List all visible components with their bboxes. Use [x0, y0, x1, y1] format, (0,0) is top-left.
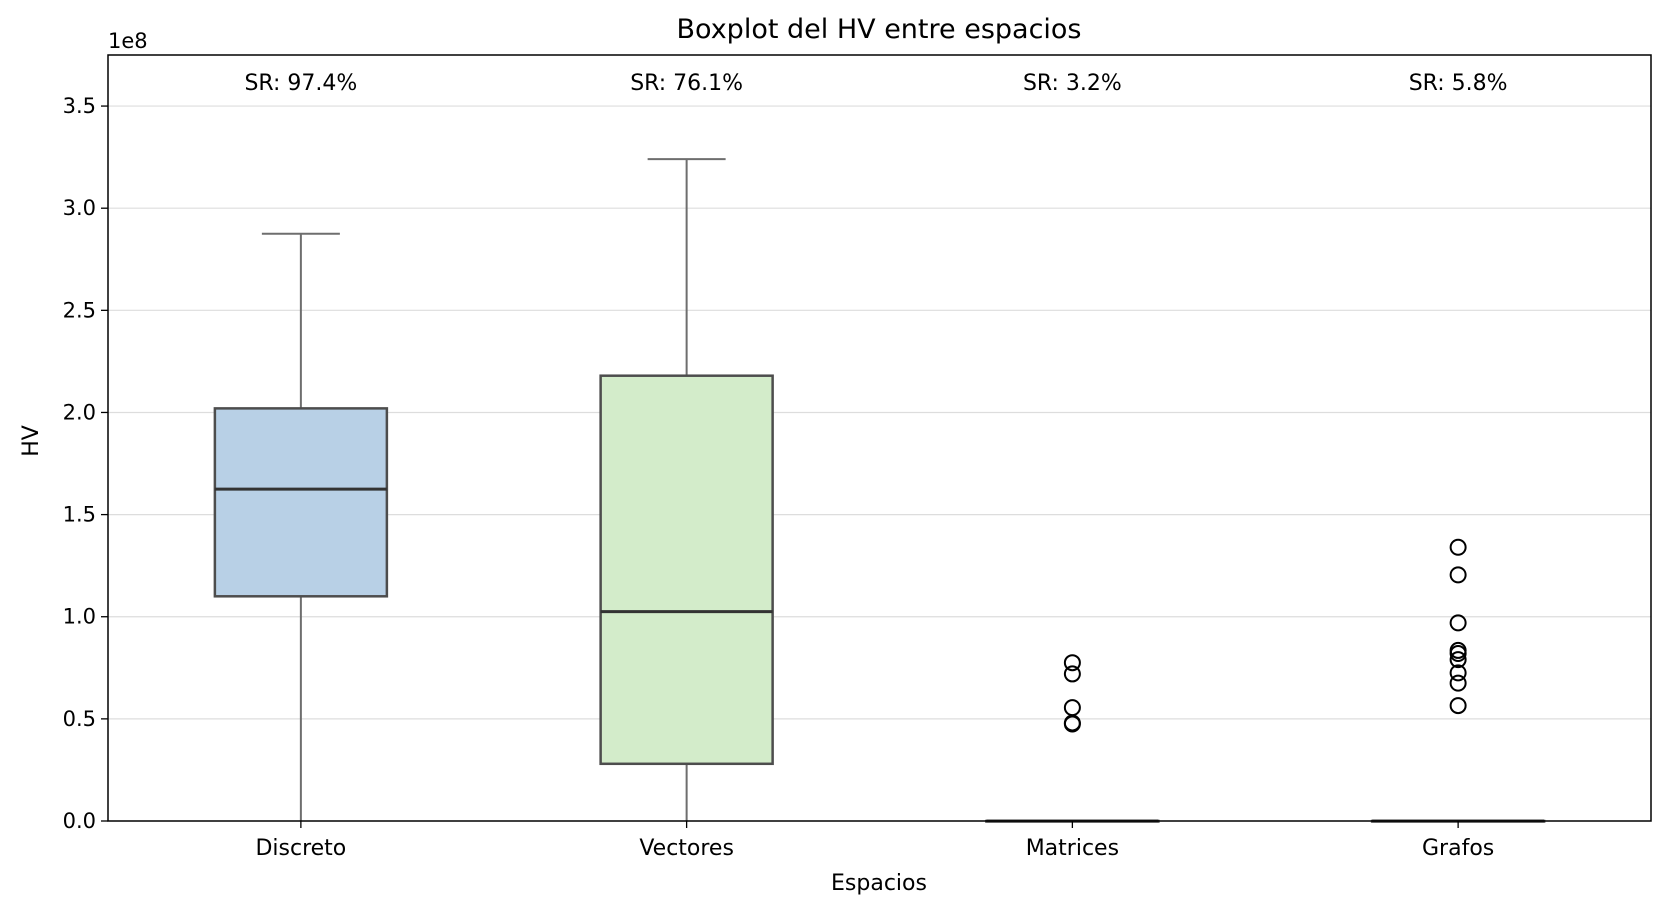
x-tick-label: Grafos: [1422, 836, 1494, 861]
outlier-point: [1449, 697, 1467, 715]
box-iqr: [599, 374, 774, 766]
outlier-point: [1063, 654, 1081, 672]
sr-annotation: SR: 76.1%: [630, 71, 743, 96]
y-tick-label: 2.5: [63, 298, 96, 322]
outlier-point: [1063, 715, 1081, 733]
x-tick-label: Discreto: [255, 836, 346, 861]
y-tick-label: 0.0: [63, 809, 96, 833]
outlier-point: [1449, 645, 1467, 663]
box-iqr: [213, 407, 389, 598]
outlier-point: [1449, 651, 1467, 669]
outlier-point: [1449, 614, 1467, 632]
x-axis-label: Espacios: [831, 871, 927, 896]
axes-layer: 0.0 0.5 1.0 1.5 2.0 2.5 3.0 3.5 Discreto SR: 97.4…: [63, 71, 1508, 861]
boxes-layer: [213, 158, 1546, 823]
box-group: [599, 158, 774, 821]
y-tick-label: 2.0: [63, 400, 96, 424]
sr-annotation: SR: 3.2%: [1023, 71, 1122, 96]
y-tick-label: 0.5: [63, 707, 96, 731]
chart-title: Boxplot del HV entre espacios: [676, 14, 1081, 45]
box-group: [1370, 538, 1546, 823]
y-tick-label: 3.5: [63, 94, 96, 118]
box-group: [213, 232, 389, 821]
y-tick-label: 1.0: [63, 605, 96, 629]
sr-annotation: SR: 97.4%: [244, 71, 357, 96]
outlier-point: [1063, 665, 1081, 683]
outlier-point: [1449, 664, 1467, 682]
y-tick-label: 1.5: [63, 503, 96, 527]
sr-annotation: SR: 5.8%: [1409, 71, 1508, 96]
outlier-point: [1449, 674, 1467, 692]
box-group: [985, 654, 1160, 823]
x-tick-label: Matrices: [1026, 836, 1119, 861]
y-tick-label: 3.0: [63, 196, 96, 220]
plot-frame: [107, 54, 1652, 822]
y-offset-label: 1e8: [108, 29, 148, 53]
y-axis-label: HV: [19, 425, 44, 457]
outlier-point: [1449, 566, 1467, 584]
outlier-point: [1449, 538, 1467, 556]
x-tick-label: Vectores: [639, 836, 734, 861]
outlier-point: [1063, 699, 1081, 717]
